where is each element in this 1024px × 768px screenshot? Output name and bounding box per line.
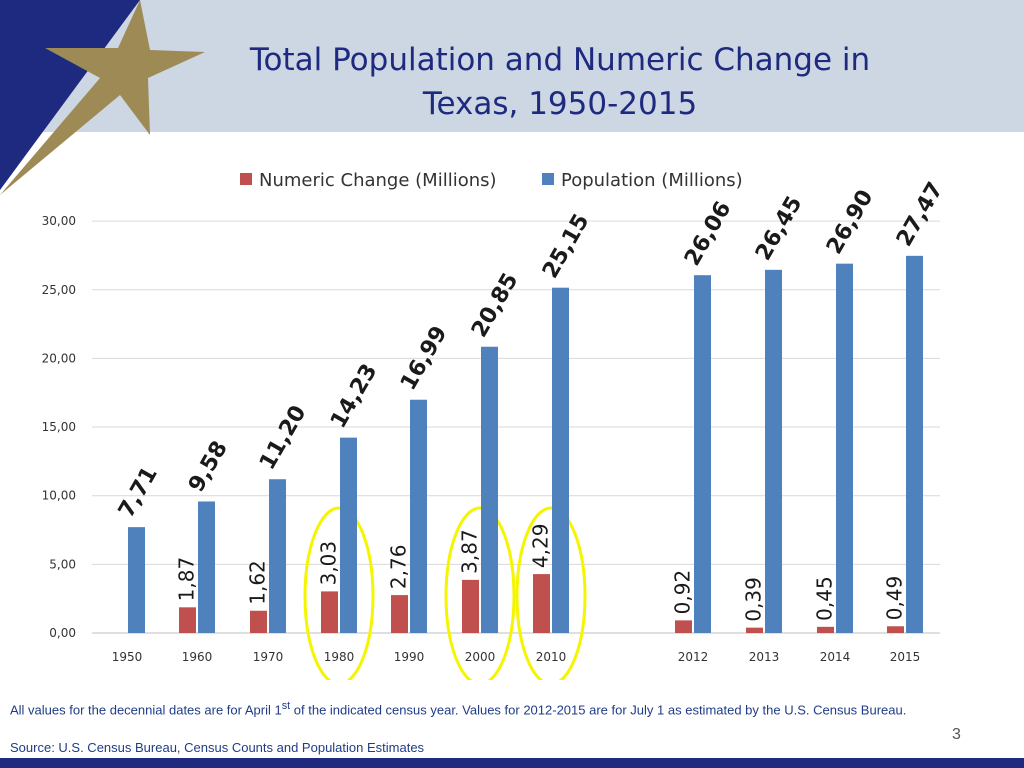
population-bar	[906, 255, 923, 633]
title-line-2: Texas, 1950-2015	[422, 86, 698, 122]
x-tick-label: 1950	[112, 650, 143, 664]
population-bar	[198, 501, 215, 633]
page-number: 3	[952, 726, 961, 743]
population-label: 14,23	[326, 360, 382, 433]
footnote-part-2: of the indicated census year. Values for…	[290, 702, 907, 718]
population-bar	[694, 275, 711, 633]
legend-label: Numeric Change (Millions)	[259, 170, 497, 191]
population-bar	[410, 399, 427, 633]
numeric-change-bar	[887, 626, 904, 633]
numeric-change-bar	[533, 574, 550, 633]
numeric-change-label: 1,87	[175, 557, 199, 602]
population-bar	[552, 287, 569, 633]
numeric-change-label: 3,03	[317, 541, 341, 586]
star-shape	[0, 0, 205, 195]
numeric-change-label: 0,92	[671, 570, 695, 615]
population-label: 9,58	[184, 437, 233, 497]
y-tick-label: 15,00	[42, 420, 76, 434]
highlight-ellipse	[515, 506, 587, 680]
star-logo-icon	[0, 0, 205, 195]
numeric-change-label: 0,45	[813, 576, 837, 621]
numeric-change-label: 3,87	[458, 529, 482, 574]
footnote: All values for the decennial dates are f…	[10, 698, 1000, 718]
x-tick-label: 2010	[536, 650, 567, 664]
legend-swatch	[240, 173, 252, 185]
population-bar	[128, 527, 145, 633]
legend-label: Population (Millions)	[561, 170, 743, 191]
population-label: 27,47	[892, 178, 948, 251]
slide-title: Total Population and Numeric Change in T…	[140, 38, 980, 126]
numeric-change-bar	[462, 579, 479, 633]
population-bar	[481, 346, 498, 633]
x-tick-label: 2012	[678, 650, 709, 664]
population-label: 20,85	[467, 269, 523, 342]
footnote-superscript: st	[281, 700, 291, 712]
y-tick-label: 30,00	[42, 214, 76, 228]
numeric-change-bar	[746, 627, 763, 633]
x-tick-label: 1960	[182, 650, 213, 664]
numeric-change-label: 1,62	[246, 560, 270, 605]
population-bar	[340, 437, 357, 633]
numeric-change-bar	[675, 620, 692, 633]
legend-swatch	[542, 173, 554, 185]
y-tick-label: 0,00	[49, 626, 76, 640]
numeric-change-label: 4,29	[529, 524, 553, 569]
population-bar	[836, 263, 853, 633]
title-line-1: Total Population and Numeric Change in	[249, 42, 871, 78]
source-note: Source: U.S. Census Bureau, Census Count…	[10, 740, 425, 755]
population-chart: 0,00 5,00 10,00 15,00 20,00 25,00 30,00 Numeric…	[42, 170, 948, 680]
y-tick-label: 5,00	[49, 557, 76, 571]
numeric-change-bar	[250, 610, 267, 633]
population-label: 11,20	[255, 401, 311, 474]
footnote-part-1: All values for the decennial dates are f…	[10, 702, 282, 718]
numeric-change-bar	[817, 626, 834, 633]
numeric-change-bar	[321, 591, 338, 633]
highlight-ellipse	[444, 506, 516, 680]
population-label: 26,45	[751, 192, 807, 265]
x-tick-label: 2014	[820, 650, 851, 664]
population-bar	[765, 269, 782, 633]
x-tick-label: 2013	[749, 650, 780, 664]
x-tick-label: 1990	[394, 650, 425, 664]
population-label: 26,06	[680, 197, 736, 270]
population-bar	[269, 479, 286, 633]
numeric-change-label: 2,76	[387, 545, 411, 590]
y-tick-label: 25,00	[42, 283, 76, 297]
x-tick-label: 1980	[324, 650, 355, 664]
numeric-change-label: 0,39	[742, 577, 766, 622]
numeric-change-bar	[179, 607, 196, 633]
numeric-change-bar	[391, 595, 408, 633]
y-tick-label: 20,00	[42, 351, 76, 365]
population-label: 26,90	[822, 186, 878, 259]
bottom-bar	[0, 758, 1024, 768]
numeric-change-label: 0,49	[883, 576, 907, 621]
x-tick-label: 2000	[465, 650, 496, 664]
x-tick-label: 1970	[253, 650, 284, 664]
highlight-ellipse	[303, 506, 375, 680]
x-tick-label: 2015	[890, 650, 921, 664]
y-tick-label: 10,00	[42, 489, 76, 503]
population-label: 7,71	[114, 463, 163, 523]
